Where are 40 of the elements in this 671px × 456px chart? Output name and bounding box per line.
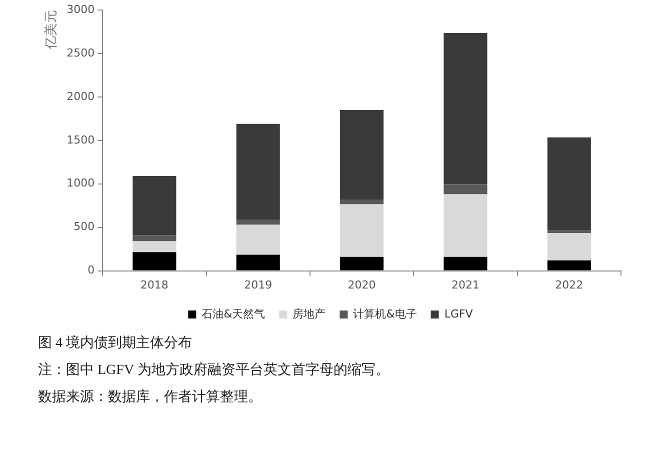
source-note: 数据来源：数据库，作者计算整理。	[38, 388, 263, 406]
bar	[236, 224, 280, 255]
x-tick-label: 2021	[451, 278, 480, 292]
x-tick-label: 2022	[555, 278, 584, 292]
bar	[236, 220, 280, 225]
bar	[340, 110, 384, 200]
y-tick-label: 3000	[66, 2, 95, 16]
bar	[132, 252, 176, 270]
bar	[444, 184, 488, 194]
bar	[444, 194, 488, 257]
bar	[132, 176, 176, 236]
y-tick-label: 2500	[66, 46, 95, 60]
bar	[340, 200, 384, 204]
bar	[340, 256, 384, 270]
bar	[547, 137, 591, 230]
bar	[444, 256, 488, 270]
bar	[236, 124, 280, 220]
y-tick-label: 1000	[66, 176, 95, 190]
y-tick-label: 0	[88, 264, 95, 277]
legend-label: 计算机&电子	[353, 307, 417, 320]
legend-label: 房地产	[292, 307, 326, 320]
y-axis-title: 亿美元	[43, 10, 60, 50]
bar	[547, 260, 591, 270]
bar	[547, 232, 591, 260]
y-tick-label: 500	[74, 220, 95, 234]
y-tick-label: 1500	[66, 133, 95, 146]
legend-label: 石油&天然气	[202, 307, 266, 320]
text: 图 4 境内债到期主体分布	[38, 334, 193, 352]
bar	[340, 204, 384, 257]
bar	[132, 241, 176, 252]
legend-label: LGFV	[444, 307, 474, 320]
bar	[132, 235, 176, 242]
bar	[547, 230, 591, 233]
bar	[236, 254, 280, 270]
text: 注：图中 LGFV 为地方政府融资平台英文首字母的缩写。	[38, 361, 390, 379]
x-tick-label: 2020	[348, 278, 376, 292]
y-tick-label: 2000	[66, 90, 95, 103]
x-tick-label: 2018	[140, 278, 168, 292]
bar	[444, 33, 488, 184]
x-tick-label: 2019	[244, 278, 272, 292]
